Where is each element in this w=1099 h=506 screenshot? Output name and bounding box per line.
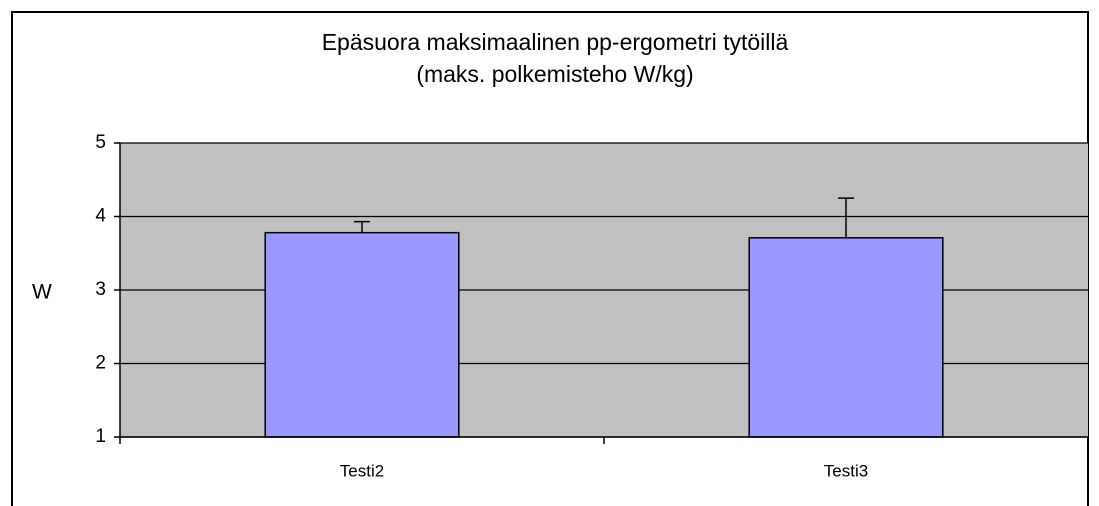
- x-tick-label: Testi3: [824, 461, 868, 480]
- y-tick-label: 3: [95, 279, 106, 300]
- y-axis-label: W: [32, 281, 52, 304]
- y-tick-label: 2: [95, 353, 106, 374]
- y-tick-label: 1: [95, 426, 106, 447]
- x-tick-label: Testi2: [340, 461, 384, 480]
- y-tick-label: 4: [95, 206, 106, 227]
- chart-title: Epäsuora maksimaalinen pp-ergometri tytö…: [322, 29, 789, 55]
- bar: [264, 231, 460, 438]
- bar: [748, 237, 944, 438]
- chart-subtitle: (maks. polkemisteho W/kg): [416, 61, 693, 87]
- y-tick-label: 5: [95, 132, 106, 153]
